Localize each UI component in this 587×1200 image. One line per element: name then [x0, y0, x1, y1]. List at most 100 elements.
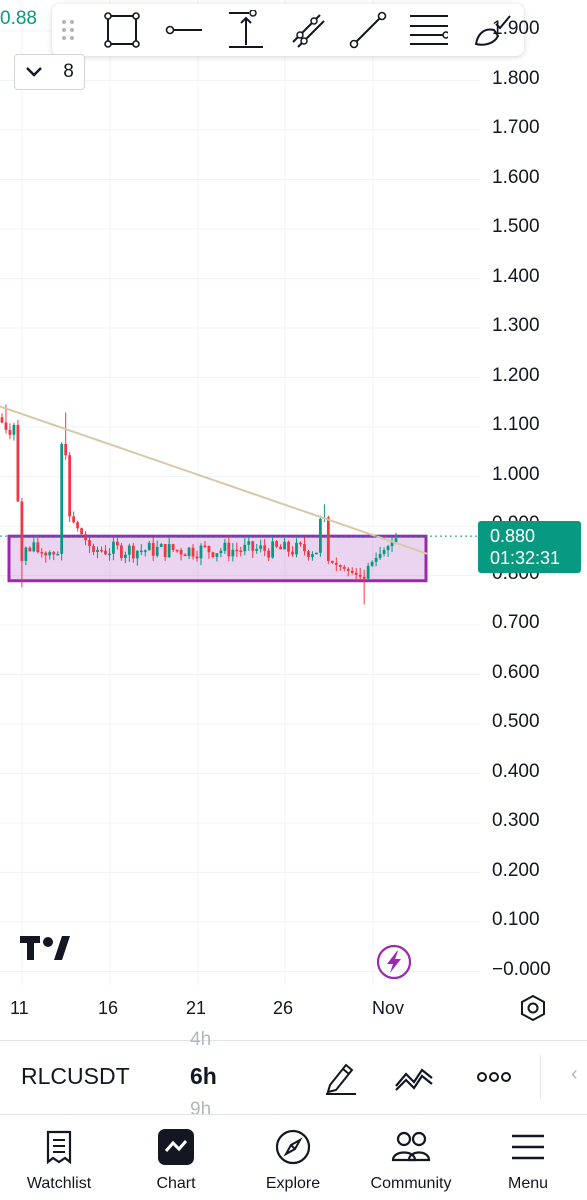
candle-body	[239, 550, 243, 553]
candle-body	[84, 534, 87, 541]
candle-body	[60, 443, 64, 554]
candle-body	[72, 516, 76, 523]
time-axis-label: Nov	[372, 998, 405, 1018]
candle-body	[311, 554, 314, 557]
nav-label-menu: Menu	[507, 1175, 549, 1192]
candle-body	[374, 557, 378, 562]
candle-body	[131, 545, 135, 559]
flash-icon[interactable]	[376, 944, 412, 985]
candle-body	[108, 553, 111, 556]
nav-label-watchlist: Watchlist	[26, 1175, 92, 1192]
candle-body	[283, 541, 286, 550]
time-axis-label: 26	[273, 998, 294, 1018]
candle-body	[263, 545, 267, 551]
brush-icon[interactable]	[472, 10, 512, 50]
fib-lines-icon[interactable]	[408, 10, 448, 50]
candlestick-chart[interactable]	[0, 0, 587, 1040]
candle-body	[175, 549, 179, 552]
price-axis-label: 1.600	[492, 166, 540, 188]
more-icon[interactable]	[474, 1057, 514, 1097]
interval-option-prev[interactable]: 4h	[190, 1029, 212, 1050]
price-axis-label: 1.700	[492, 117, 540, 138]
price-axis-label: 1.000	[492, 463, 540, 485]
candle-body	[179, 549, 183, 555]
candle-body	[12, 424, 16, 435]
candle-body	[8, 429, 12, 435]
candle-body	[378, 553, 382, 558]
rectangle-icon[interactable]	[102, 10, 142, 50]
candle-body	[251, 541, 255, 551]
candle-body	[211, 552, 215, 558]
candle-body	[243, 544, 247, 552]
candle-body	[139, 550, 143, 553]
chart-settings-icon[interactable]	[519, 994, 547, 1027]
candle-body	[119, 545, 123, 559]
price-axis-label: 1.800	[492, 67, 540, 89]
chart-icon	[158, 1127, 194, 1167]
candle-body	[231, 549, 235, 557]
vertical-range-icon[interactable]	[226, 10, 266, 50]
price-axis-label: 0.700	[492, 612, 540, 633]
candle-body	[279, 546, 282, 550]
candle-body	[104, 550, 107, 555]
candle-body	[370, 561, 374, 566]
chart-area[interactable]: 0.88 8 1.900 1.800 1.700 1.600 1.500 1.400 1	[0, 0, 587, 1040]
drag-handle-icon[interactable]	[52, 10, 84, 50]
candle-body	[64, 443, 68, 456]
candle-body	[20, 501, 24, 561]
pencil-icon[interactable]	[320, 1057, 360, 1097]
candle-body	[76, 522, 80, 529]
candle-body	[207, 546, 211, 553]
nav-label-chart: Chart	[156, 1175, 196, 1192]
symbol-name-button[interactable]: RLCUSDT	[21, 1063, 130, 1089]
nav-explore[interactable]: Explore	[238, 1115, 348, 1200]
candle-body	[187, 547, 191, 557]
range-rectangle-drawing	[7, 534, 428, 583]
candle-body	[346, 568, 350, 571]
chevron-down-icon	[26, 67, 42, 77]
bottom-navigation: Watchlist Chart Explore Community Menu	[0, 1114, 587, 1200]
candle-body	[338, 564, 342, 567]
candle-body	[191, 547, 195, 557]
candle-body	[36, 542, 40, 553]
nav-menu[interactable]: Menu	[473, 1115, 583, 1200]
candle-body	[32, 542, 36, 552]
candle-body	[40, 552, 44, 554]
candle-body	[247, 541, 251, 545]
price-axis-label: 0.500	[492, 711, 540, 732]
candle-body	[52, 552, 56, 555]
candle-body	[163, 544, 167, 558]
price-axis-label: 1.200	[492, 364, 540, 386]
candle-body	[116, 541, 119, 546]
candle-body	[80, 528, 83, 535]
collapse-toolbar-button[interactable]: 8	[14, 54, 85, 90]
candle-body	[68, 455, 72, 517]
candle-body	[303, 544, 306, 552]
candle-body	[326, 517, 330, 561]
candle-body	[291, 551, 294, 555]
candle-body	[390, 542, 394, 547]
tradingview-logo[interactable]	[20, 936, 70, 967]
nav-community[interactable]: Community	[356, 1115, 466, 1200]
nav-chart[interactable]: Chart	[121, 1115, 231, 1200]
candle-body	[96, 549, 99, 553]
price-axis-label: 1.100	[492, 414, 540, 435]
candle-body	[382, 550, 386, 554]
nav-watchlist[interactable]: Watchlist	[4, 1115, 114, 1200]
candle-body	[334, 562, 338, 565]
horizontal-line-icon[interactable]	[164, 10, 204, 50]
candle-body	[147, 542, 151, 551]
candle-body	[307, 551, 310, 557]
bar-countdown: 01:32:31	[490, 548, 561, 568]
candle-body	[199, 545, 203, 559]
time-axis-label: 16	[98, 998, 119, 1018]
menu-icon	[512, 1127, 544, 1167]
indicator-icon[interactable]	[394, 1057, 434, 1097]
chevron-left-icon[interactable]: ‹	[571, 1063, 578, 1085]
interval-selector[interactable]: 6h	[190, 1063, 217, 1089]
trend-line-icon[interactable]	[348, 10, 388, 50]
trend-channel-icon[interactable]	[288, 10, 328, 50]
candle-body	[171, 544, 175, 550]
price-axis-label: 0.100	[492, 909, 540, 930]
last-price-value: 0.880	[490, 526, 536, 546]
